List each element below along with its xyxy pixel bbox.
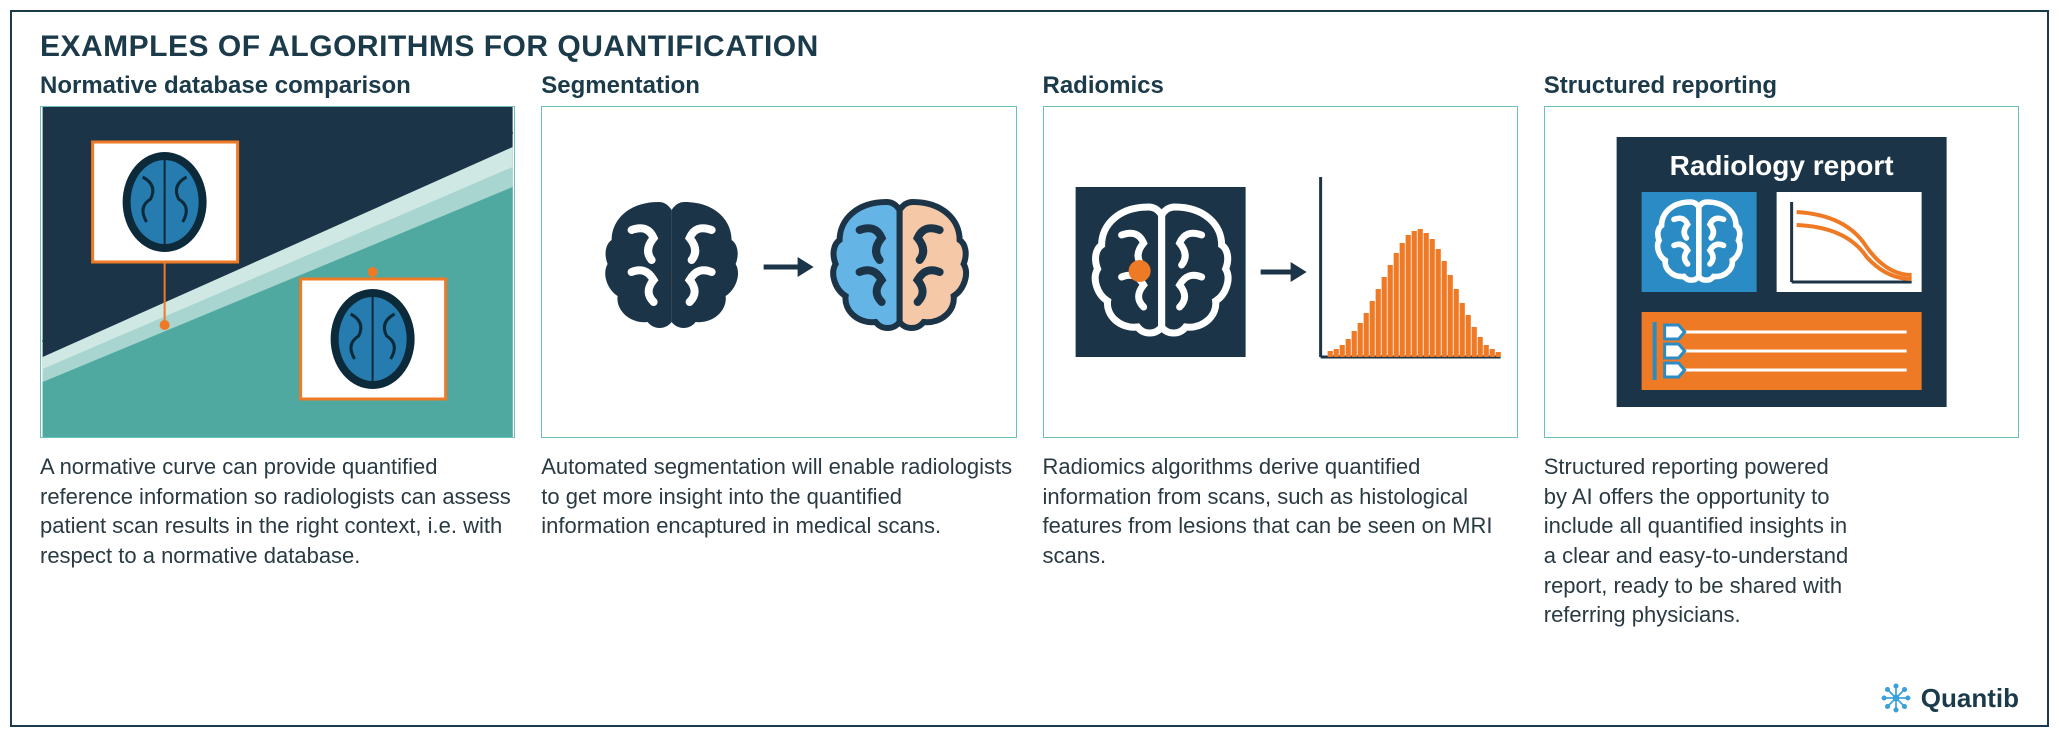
main-title: EXAMPLES OF ALGORITHMS FOR QUANTIFICATIO…	[40, 30, 2019, 64]
quantib-logo-icon	[1879, 681, 1913, 715]
panel-structured-reporting: Radiology report	[1544, 106, 2019, 438]
report-title-text: Radiology report	[1669, 150, 1893, 181]
infographic-frame: EXAMPLES OF ALGORITHMS FOR QUANTIFICATIO…	[10, 10, 2049, 727]
col-desc-3: Radiomics algorithms derive quantified i…	[1043, 452, 1518, 571]
panel-radiomics	[1043, 106, 1518, 438]
report-svg: Radiology report	[1545, 107, 2018, 437]
normative-chart-svg	[41, 107, 514, 437]
columns-grid: Normative database comparison	[40, 72, 2019, 630]
col-desc-2: Automated segmentation will enable radio…	[541, 452, 1016, 541]
radiomics-svg	[1044, 107, 1517, 437]
segmentation-svg	[542, 107, 1015, 437]
col-radiomics: Radiomics	[1043, 72, 1518, 630]
col-title-3: Radiomics	[1043, 72, 1518, 100]
quantib-logo: Quantib	[1879, 681, 2019, 715]
col-structured-reporting: Structured reporting Radiology report	[1544, 72, 2019, 630]
col-desc-4: Structured reporting powered by AI offer…	[1544, 452, 2019, 630]
col-segmentation: Segmentation	[541, 72, 1016, 630]
quantib-logo-text: Quantib	[1921, 683, 2019, 714]
panel-segmentation	[541, 106, 1016, 438]
col-title-1: Normative database comparison	[40, 72, 515, 100]
col-title-4: Structured reporting	[1544, 72, 2019, 100]
col-title-2: Segmentation	[541, 72, 1016, 100]
col-desc-1: A normative curve can provide quantified…	[40, 452, 515, 571]
panel-normative	[40, 106, 515, 438]
col-normative: Normative database comparison	[40, 72, 515, 630]
